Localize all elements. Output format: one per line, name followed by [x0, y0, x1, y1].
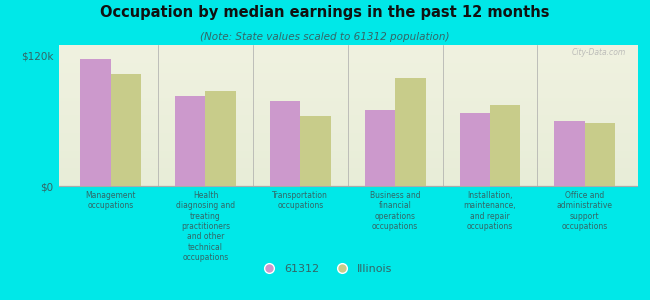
Bar — [300, 116, 331, 186]
Bar — [205, 91, 236, 186]
Bar — [365, 110, 395, 186]
Text: Occupation by median earnings in the past 12 months: Occupation by median earnings in the pas… — [100, 4, 550, 20]
Bar — [460, 113, 490, 186]
Text: (Note: State values scaled to 61312 population): (Note: State values scaled to 61312 popu… — [200, 32, 450, 41]
Bar — [81, 59, 110, 186]
Bar — [554, 121, 585, 186]
Bar — [490, 105, 521, 186]
Bar — [175, 96, 205, 186]
Bar — [111, 74, 141, 186]
Bar — [270, 101, 300, 186]
Legend: 61312, Illinois: 61312, Illinois — [253, 259, 397, 278]
Bar — [395, 77, 426, 186]
Bar — [585, 123, 615, 186]
Text: City-Data.com: City-Data.com — [571, 48, 625, 57]
